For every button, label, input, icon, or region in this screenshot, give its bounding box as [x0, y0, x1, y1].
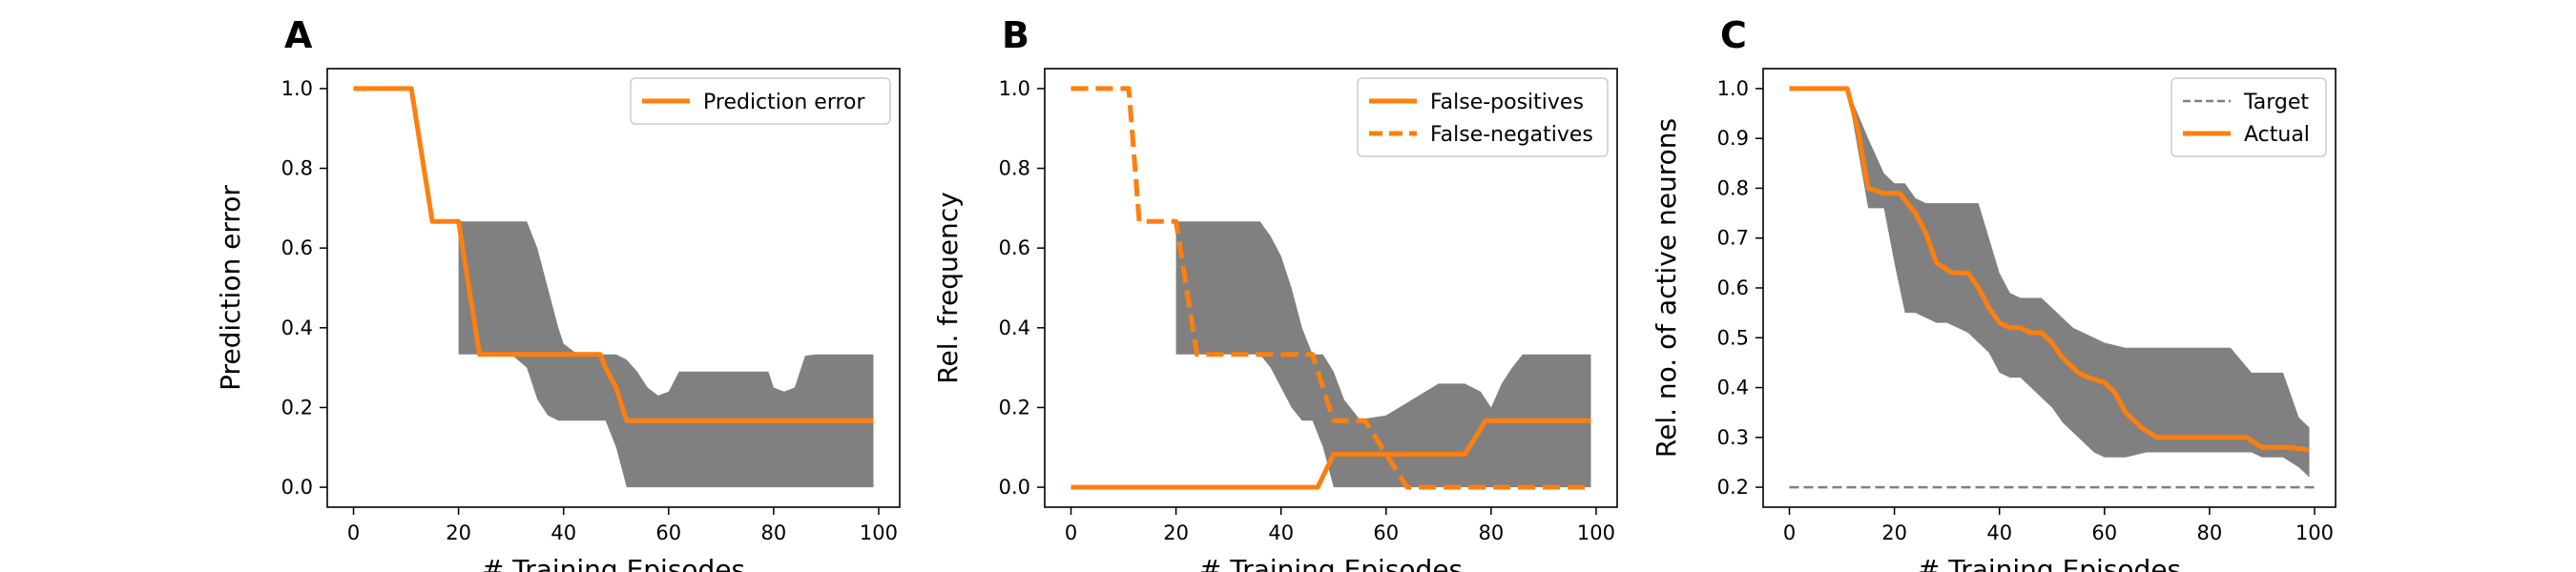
- series-line-false-positives: [1070, 418, 1591, 490]
- x-axis-label: # Training Episodes: [1199, 554, 1463, 572]
- legend-label: Prediction error: [703, 91, 865, 114]
- y-tick-label: 0.6: [999, 236, 1030, 259]
- x-tick-label: 20: [1163, 521, 1189, 544]
- y-tick-label: 0.4: [1717, 377, 1749, 399]
- y-tick-label: 0.6: [281, 236, 313, 259]
- x-tick-label: 0: [1783, 521, 1796, 544]
- x-axis-label: # Training Episodes: [1918, 554, 2181, 572]
- series-line-false-negatives: [1070, 86, 1591, 490]
- panel-b: B 0 20 40 60 80 100 0.0 0.2 0.4 0.6 0.8 1.0 # Trainin…: [932, 14, 1618, 572]
- y-tick-label: 0.0: [999, 476, 1030, 499]
- y-tick-label: 0.3: [1717, 426, 1749, 449]
- y-tick-label: 1.0: [1717, 77, 1749, 100]
- y-tick-label: 0.8: [999, 157, 1030, 180]
- y-tick-label: 0.7: [1717, 227, 1749, 250]
- y-tick-label: 1.0: [999, 77, 1030, 100]
- legend-label: False-negatives: [1430, 123, 1593, 147]
- panel-letter: C: [1720, 14, 1747, 56]
- y-tick-label: 0.5: [1717, 326, 1749, 349]
- x-tick-label: 80: [1479, 521, 1505, 544]
- y-tick-label: 0.4: [281, 317, 313, 339]
- y-tick-label: 0.2: [999, 396, 1030, 419]
- y-tick-label: 0.9: [1717, 127, 1749, 150]
- x-tick-label: 0: [347, 521, 360, 544]
- x-tick-label: 100: [860, 521, 898, 544]
- x-tick-label: 80: [2197, 521, 2223, 544]
- x-tick-label: 20: [1881, 521, 1907, 544]
- x-tick-label: 60: [2091, 521, 2117, 544]
- series-line-actual: [1789, 86, 2310, 453]
- legend-label: Actual: [2244, 123, 2310, 147]
- x-tick-label: 40: [1268, 521, 1294, 544]
- y-tick-label: 0.2: [281, 396, 313, 419]
- legend-label: Target: [2243, 91, 2309, 114]
- x-tick-label: 80: [761, 521, 787, 544]
- y-tick-label: 0.8: [1717, 176, 1749, 199]
- x-tick-label: 100: [2296, 521, 2334, 544]
- panel-letter: B: [1002, 14, 1029, 56]
- legend-label: False-positives: [1430, 91, 1584, 114]
- panel-a: A 0 20 40 60 80 100 0.0 0.2 0.4 0.6 0.8 1.0 # Trainin…: [215, 14, 901, 572]
- axes-frame: [326, 68, 901, 508]
- legend-box: [2171, 77, 2327, 157]
- y-tick-label: 0.4: [999, 317, 1030, 339]
- y-tick-label: 0.8: [281, 157, 313, 180]
- x-axis-label: # Training Episodes: [482, 554, 745, 572]
- legend-box: [1357, 77, 1609, 157]
- x-tick-label: 0: [1065, 521, 1077, 544]
- x-tick-label: 60: [655, 521, 681, 544]
- y-tick-label: 0.2: [1717, 476, 1749, 499]
- uncertainty-band: [1847, 88, 2310, 478]
- axes-frame: [1044, 68, 1618, 508]
- y-axis-label: Rel. frequency: [932, 192, 964, 383]
- y-axis-label: Rel. no. of active neurons: [1651, 118, 1682, 458]
- legend-box: [630, 77, 891, 125]
- x-tick-label: 100: [1577, 521, 1615, 544]
- x-tick-label: 40: [1986, 521, 2012, 544]
- series-line-prediction-error: [353, 86, 874, 423]
- y-tick-label: 0.0: [281, 476, 313, 499]
- x-tick-label: 20: [446, 521, 471, 544]
- y-axis-label: Prediction error: [215, 185, 246, 391]
- x-tick-label: 40: [551, 521, 576, 544]
- panel-letter: A: [284, 14, 313, 56]
- y-tick-label: 1.0: [281, 77, 313, 100]
- x-tick-label: 60: [1373, 521, 1399, 544]
- y-tick-label: 0.6: [1717, 276, 1749, 299]
- panel-c: C 0 20 40 60 80 100 0.2 0.3 0.4 0.5 0.6 0.7 0.8 0.9 1.0…: [1651, 14, 2337, 572]
